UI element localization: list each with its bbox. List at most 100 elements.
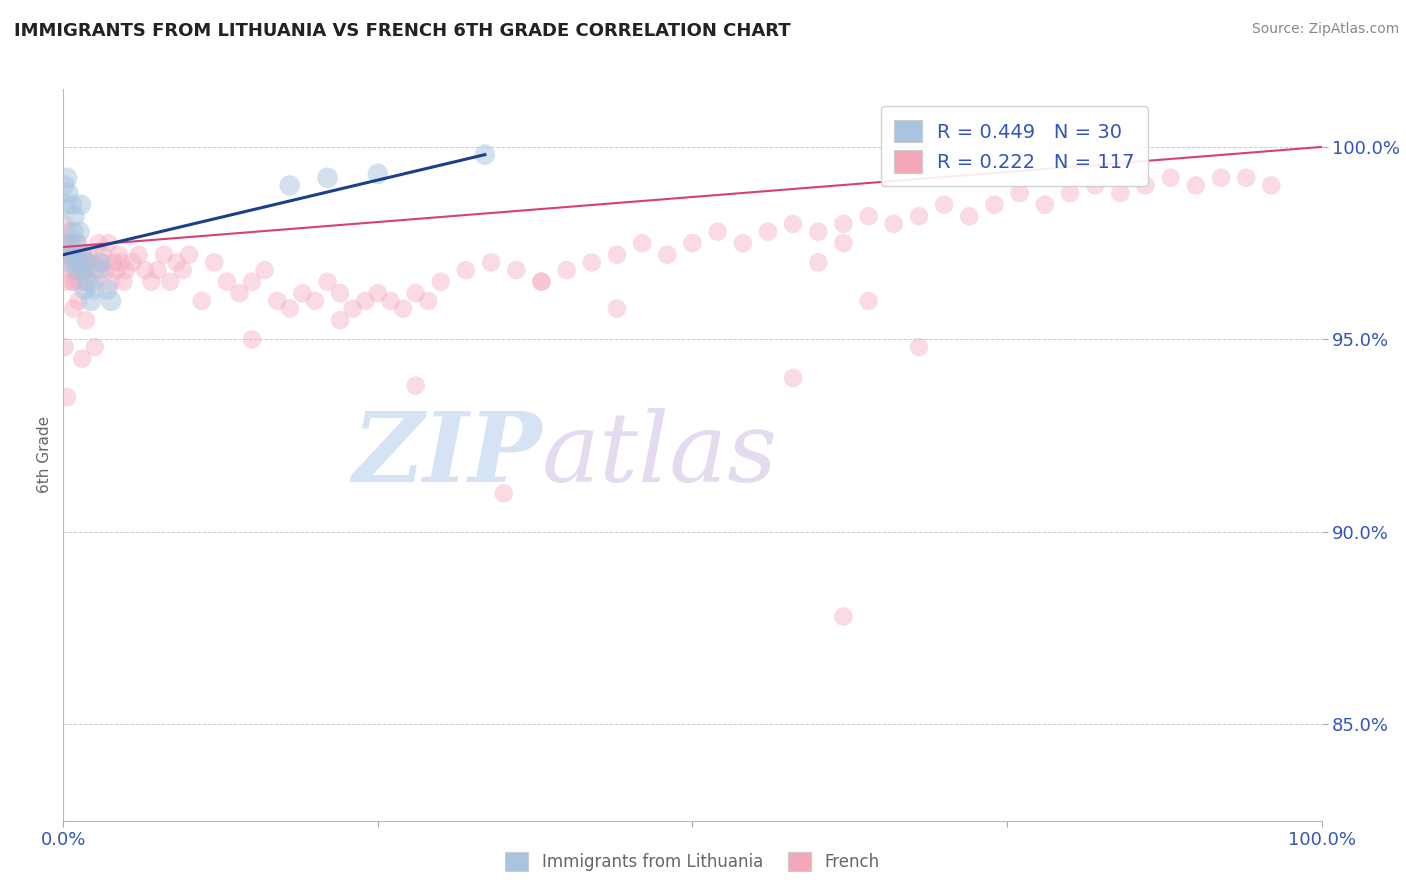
Point [581, 255, 603, 269]
Point [202, 255, 225, 269]
Point [66, 255, 89, 269]
Point [65, 263, 87, 277]
Text: ZIP: ZIP [352, 408, 541, 502]
Text: Source: ZipAtlas.com: Source: ZipAtlas.com [1251, 22, 1399, 37]
Point [1160, 170, 1182, 185]
Point [58, 186, 80, 201]
Point [367, 167, 389, 181]
Text: atlas: atlas [541, 408, 778, 502]
Y-axis label: 6th Grade: 6th Grade [37, 417, 52, 493]
Point [56, 390, 79, 404]
Point [87, 263, 110, 277]
Point [278, 178, 301, 193]
Point [606, 301, 628, 316]
Point [75, 313, 97, 327]
Point [75, 263, 97, 277]
Point [505, 263, 527, 277]
Point [96, 282, 118, 296]
Point [1033, 197, 1056, 211]
Point [103, 255, 125, 269]
Point [72, 248, 94, 262]
Point [190, 293, 212, 308]
Point [240, 333, 263, 347]
Point [756, 225, 779, 239]
Point [87, 236, 110, 251]
Point [58, 255, 80, 269]
Point [77, 275, 100, 289]
Point [1059, 186, 1081, 201]
Point [75, 255, 97, 269]
Point [115, 263, 138, 277]
Point [80, 255, 103, 269]
Point [63, 275, 86, 289]
Point [76, 255, 98, 269]
Point [807, 255, 830, 269]
Point [731, 236, 754, 251]
Point [70, 197, 93, 211]
Point [908, 209, 931, 223]
Point [166, 255, 188, 269]
Point [405, 378, 427, 392]
Point [66, 248, 89, 262]
Point [82, 275, 104, 289]
Point [60, 197, 83, 211]
Point [706, 225, 728, 239]
Point [215, 275, 238, 289]
Point [112, 275, 135, 289]
Point [405, 286, 427, 301]
Point [146, 263, 169, 277]
Point [832, 236, 855, 251]
Text: IMMIGRANTS FROM LITHUANIA VS FRENCH 6TH GRADE CORRELATION CHART: IMMIGRANTS FROM LITHUANIA VS FRENCH 6TH … [14, 22, 790, 40]
Point [53, 217, 76, 231]
Point [100, 275, 122, 289]
Point [121, 255, 143, 269]
Point [56, 170, 79, 185]
Point [56, 248, 79, 262]
Point [832, 217, 855, 231]
Point [266, 293, 288, 308]
Point [69, 275, 91, 289]
Point [65, 236, 87, 251]
Point [83, 282, 105, 296]
Point [807, 225, 830, 239]
Point [858, 293, 880, 308]
Point [418, 293, 440, 308]
Point [392, 301, 415, 316]
Point [782, 371, 804, 385]
Point [342, 301, 364, 316]
Point [454, 263, 477, 277]
Point [56, 236, 79, 251]
Point [858, 209, 880, 223]
Point [93, 248, 115, 262]
Point [80, 293, 103, 308]
Point [77, 248, 100, 262]
Point [53, 178, 76, 193]
Point [59, 263, 82, 277]
Point [304, 293, 326, 308]
Point [1260, 178, 1282, 193]
Point [1135, 178, 1157, 193]
Point [55, 197, 77, 211]
Point [934, 197, 956, 211]
Point [430, 275, 453, 289]
Point [329, 286, 352, 301]
Point [228, 286, 250, 301]
Point [63, 209, 86, 223]
Point [1185, 178, 1208, 193]
Point [55, 236, 77, 251]
Point [141, 275, 163, 289]
Point [832, 609, 855, 624]
Point [354, 293, 377, 308]
Point [84, 263, 107, 277]
Point [530, 275, 553, 289]
Point [70, 248, 93, 262]
Point [69, 225, 91, 239]
Point [983, 197, 1005, 211]
Point [782, 217, 804, 231]
Point [329, 313, 352, 327]
Point [530, 275, 553, 289]
Point [682, 236, 704, 251]
Point [172, 263, 194, 277]
Point [94, 263, 117, 277]
Point [240, 275, 263, 289]
